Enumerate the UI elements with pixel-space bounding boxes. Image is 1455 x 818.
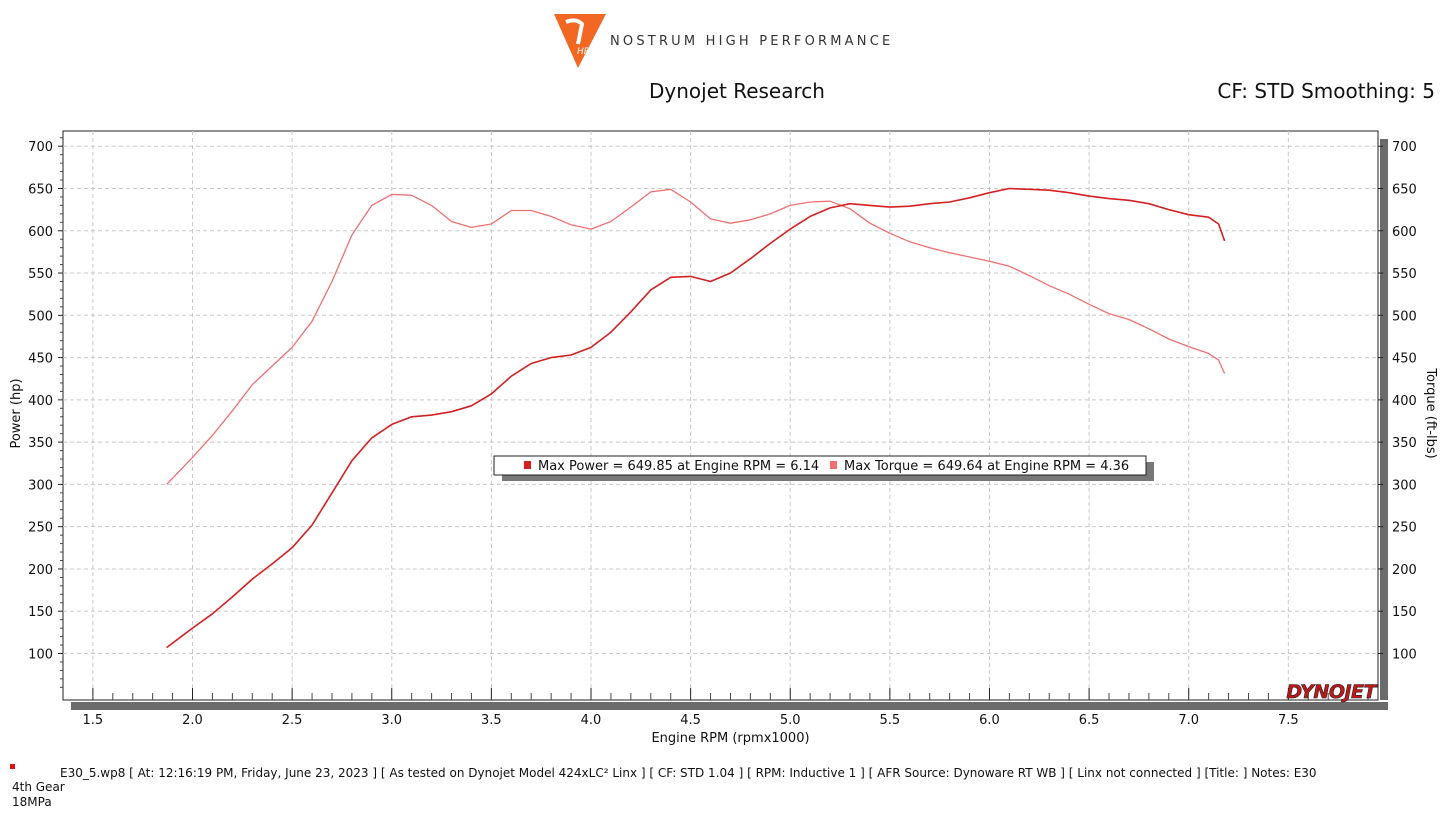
y-left-axis-label: Power (hp) (9, 378, 24, 448)
series-lines (166, 187, 1226, 649)
y-left-tick-label: 300 (28, 478, 53, 493)
x-tick-label: 6.5 (1079, 713, 1100, 728)
x-tick-label: 7.0 (1178, 713, 1199, 728)
brand-logo: HP NOSTRUM HIGH PERFORMANCE (548, 10, 908, 72)
x-tick-label: 7.5 (1278, 713, 1299, 728)
y-right-tick-label: 700 (1392, 140, 1417, 155)
y-right-tick-label: 350 (1392, 436, 1417, 451)
y-right-tick-label: 150 (1392, 605, 1417, 620)
legend-swatch (830, 461, 837, 469)
y-right-tick-label: 450 (1392, 352, 1417, 367)
y-right-tick-label: 250 (1392, 521, 1417, 536)
legend-label: Max Power = 649.85 at Engine RPM = 6.14 (538, 459, 819, 474)
chart-title: Dynojet Research (649, 79, 825, 103)
y-left-tick-label: 350 (28, 436, 53, 451)
run-info: E30_5.wp8 [ At: 12:16:19 PM, Friday, Jun… (60, 766, 1317, 780)
dyno-chart: Max Power = 649.85 at Engine RPM = 6.14 M… (9, 130, 1438, 746)
logo-mark-text: HP (577, 47, 590, 57)
y-left-tick-label: 250 (28, 521, 53, 536)
x-tick-label: 3.0 (381, 713, 402, 728)
y-left-tick-label: 150 (28, 605, 53, 620)
plot-area (62, 130, 1388, 710)
legend-label: Max Torque = 649.64 at Engine RPM = 4.36 (844, 459, 1129, 474)
plot-frame (62, 130, 1379, 701)
y-right-tick-label: 600 (1392, 225, 1417, 240)
brand-name: NOSTRUM HIGH PERFORMANCE (610, 34, 894, 49)
x-tick-label: 2.5 (282, 713, 303, 728)
right-axis-bar (1380, 139, 1388, 700)
y-right-tick-label: 400 (1392, 394, 1417, 409)
y-right-tick-label: 550 (1392, 267, 1417, 282)
legend-box (493, 455, 1147, 476)
y-left-tick-label: 600 (28, 225, 53, 240)
x-tick-label: 5.0 (780, 713, 801, 728)
series-line-torque (166, 188, 1226, 485)
axes (58, 137, 1383, 700)
axis-labels: 100 100 150 150 200 200 250 250 300 300 350 350 400 4… (9, 140, 1438, 746)
run-color-marker (10, 764, 15, 769)
dynojet-watermark-logo: DYNOJET (1286, 681, 1378, 703)
x-tick-label: 6.0 (979, 713, 1000, 728)
y-right-tick-label: 650 (1392, 182, 1417, 197)
grid-lines (63, 131, 1378, 700)
x-tick-label: 4.0 (581, 713, 602, 728)
y-left-tick-label: 400 (28, 394, 53, 409)
y-left-tick-label: 450 (28, 352, 53, 367)
y-left-tick-label: 550 (28, 267, 53, 282)
nostrum-logo-icon: HP (554, 14, 606, 68)
x-tick-label: 2.0 (182, 713, 203, 728)
x-tick-label: 3.5 (481, 713, 502, 728)
cf-smoothing-label: CF: STD Smoothing: 5 (1217, 79, 1435, 103)
y-right-axis-label: Torque (ft-lbs) (1423, 367, 1438, 458)
y-right-tick-label: 100 (1392, 647, 1417, 662)
y-right-tick-label: 300 (1392, 478, 1417, 493)
logo-n-stroke (565, 18, 585, 45)
x-axis-label: Engine RPM (rpmx1000) (651, 731, 809, 746)
x-tick-label: 1.5 (83, 713, 104, 728)
y-left-tick-label: 200 (28, 563, 53, 578)
series-line-power (166, 187, 1226, 649)
bottom-axis-bar (71, 702, 1388, 710)
legend: Max Power = 649.85 at Engine RPM = 6.14 M… (493, 455, 1154, 481)
y-left-tick-label: 100 (28, 647, 53, 662)
x-tick-label: 5.5 (880, 713, 901, 728)
gear-label: 4th Gear (12, 780, 65, 794)
y-left-tick-label: 700 (28, 140, 53, 155)
fuel-pressure-label: 18MPa (12, 795, 52, 809)
legend-swatch (524, 461, 531, 469)
y-left-tick-label: 500 (28, 309, 53, 324)
y-right-tick-label: 200 (1392, 563, 1417, 578)
y-left-tick-label: 650 (28, 182, 53, 197)
x-tick-label: 4.5 (680, 713, 701, 728)
y-right-tick-label: 500 (1392, 309, 1417, 324)
